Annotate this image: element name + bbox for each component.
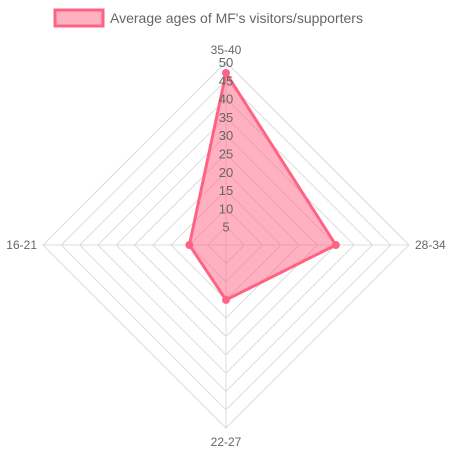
data-point[interactable] xyxy=(185,241,194,249)
data-point[interactable] xyxy=(222,295,230,304)
data-layer xyxy=(185,69,340,304)
tick-label: 20 xyxy=(219,165,233,180)
point-label: 16-21 xyxy=(6,238,37,252)
tick-label: 30 xyxy=(219,128,233,143)
legend-swatch[interactable] xyxy=(53,8,105,28)
legend[interactable]: Average ages of MF's visitors/supporters xyxy=(53,8,363,28)
legend-label[interactable]: Average ages of MF's visitors/supporters xyxy=(110,10,363,26)
tick-label: 5 xyxy=(222,220,229,235)
data-point[interactable] xyxy=(222,69,230,77)
tick-label: 50 xyxy=(219,55,233,70)
point-label: 35-40 xyxy=(211,43,242,57)
point-label: 28-34 xyxy=(415,238,446,252)
tick-label: 40 xyxy=(219,92,233,107)
point-label: 22-27 xyxy=(211,435,242,449)
tick-label: 35 xyxy=(219,110,233,125)
tick-label: 10 xyxy=(219,201,233,216)
point-labels: 35-40 28-34 22-27 16-21 xyxy=(6,43,446,449)
data-point[interactable] xyxy=(331,241,340,249)
radial-ticks: 5 10 15 20 25 30 35 40 45 50 xyxy=(219,55,233,235)
tick-label: 45 xyxy=(219,73,233,88)
tick-label: 25 xyxy=(219,147,233,162)
tick-label: 15 xyxy=(219,183,233,198)
